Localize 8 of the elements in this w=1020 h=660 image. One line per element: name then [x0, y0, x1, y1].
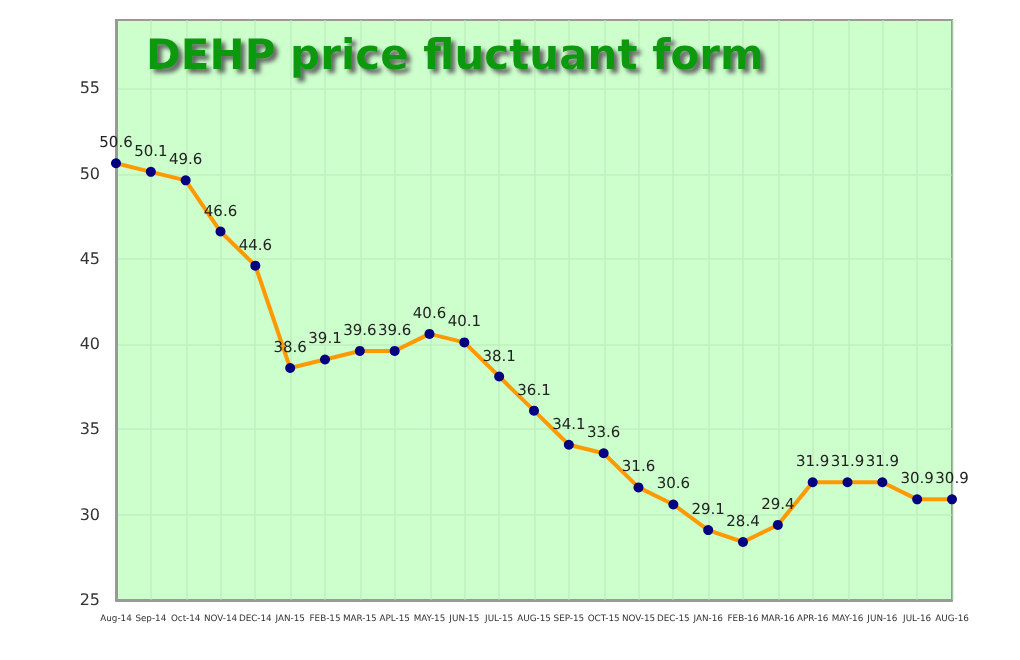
y-tick-label: 35: [79, 420, 100, 439]
y-tick-label: 55: [79, 79, 100, 98]
y-tick-label: 50: [79, 164, 100, 183]
y-tick-label: 30: [79, 505, 100, 524]
chart-title: DEHP price fluctuant form: [146, 31, 764, 79]
y-tick-label: 25: [79, 591, 100, 609]
y-tick-label: 40: [79, 335, 100, 354]
y-tick-label: 45: [79, 249, 100, 268]
